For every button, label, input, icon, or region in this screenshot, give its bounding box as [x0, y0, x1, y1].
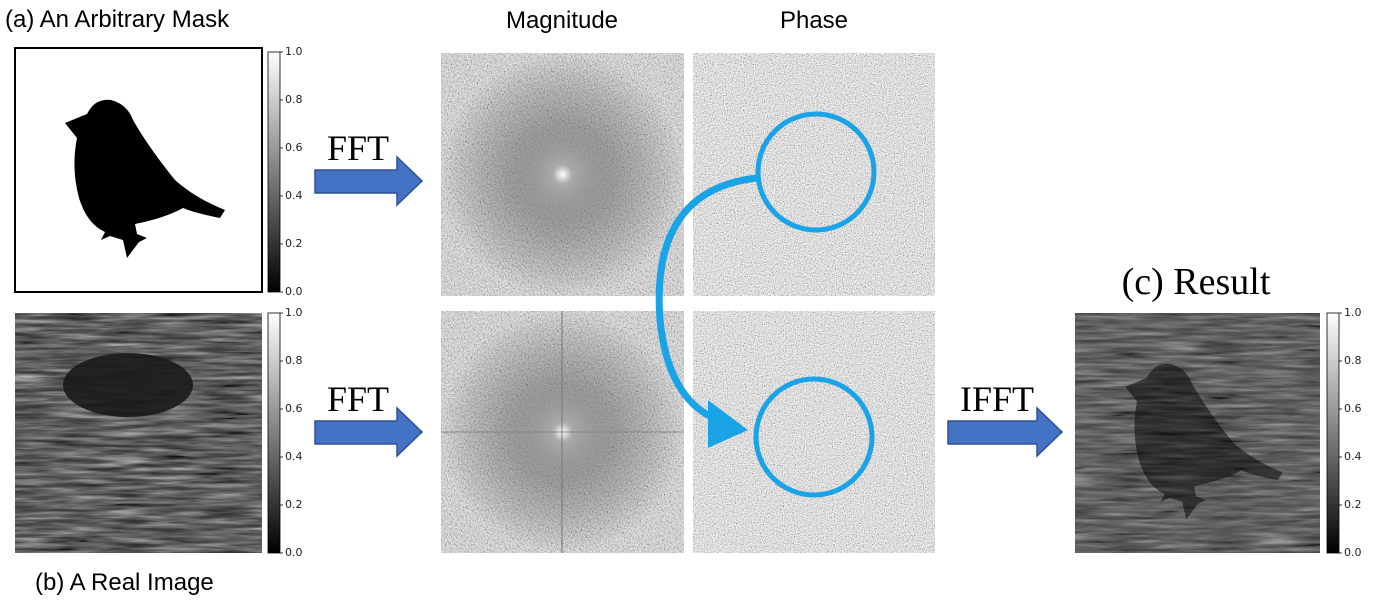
result-image [1075, 313, 1320, 553]
result-label: (c) Result [1122, 261, 1271, 303]
colorbar-tick-label: 0.8 [285, 354, 303, 367]
colorbar [268, 52, 280, 292]
colorbar-tick-label: 0.2 [285, 237, 303, 250]
colorbar-tick-label: 0.0 [1344, 546, 1362, 559]
colorbar-tick-label: 1.0 [1344, 306, 1362, 319]
colorbar [268, 313, 280, 553]
magnitude-bottom [441, 311, 684, 553]
colorbar-tick-label: 0.6 [285, 402, 303, 415]
colorbar-tick-label: 1.0 [285, 45, 303, 58]
colorbar-tick-label: 0.8 [285, 93, 303, 106]
magnitude-label: Magnitude [506, 7, 618, 34]
phase-label: Phase [780, 7, 848, 34]
real-label: (b) A Real Image [35, 569, 214, 596]
arrow-label: IFFT [960, 379, 1034, 419]
page: {"labels": {"mask": "(a) An Arbitrary Ma… [0, 0, 1385, 601]
phase-top [693, 53, 935, 296]
colorbar-tick-label: 0.4 [285, 450, 303, 463]
colorbar-tick-label: 0.2 [285, 498, 303, 511]
colorbar-tick-label: 0.4 [1344, 450, 1362, 463]
arrow-label: FFT [327, 128, 389, 168]
colorbar-tick-label: 0.0 [285, 546, 303, 559]
arrow-label: FFT [327, 379, 389, 419]
colorbar-tick-label: 0.8 [1344, 354, 1362, 367]
ultrasound-image [15, 313, 262, 553]
colorbar-tick-label: 0.6 [1344, 402, 1362, 415]
mask-label: (a) An Arbitrary Mask [5, 6, 230, 33]
colorbar-tick-label: 1.0 [285, 306, 303, 319]
magnitude-top [441, 53, 684, 296]
colorbar [1327, 313, 1339, 553]
colorbar-tick-label: 0.0 [285, 285, 303, 298]
colorbar-tick-label: 0.6 [285, 141, 303, 154]
figure: (a) An Arbitrary Mask (b) A Real Image (… [0, 0, 1385, 601]
colorbar-tick-label: 0.2 [1344, 498, 1362, 511]
colorbar-tick-label: 0.4 [285, 189, 303, 202]
